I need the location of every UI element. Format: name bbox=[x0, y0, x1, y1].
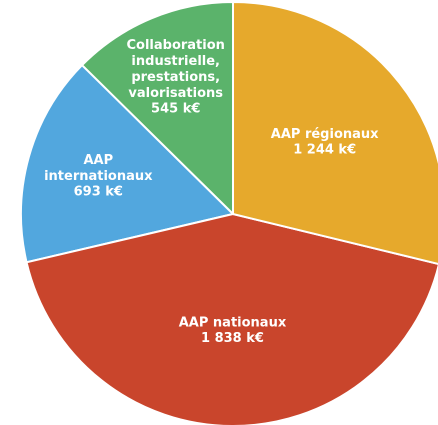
label-line: AAP régionaux bbox=[271, 126, 379, 141]
label-line: internationaux bbox=[44, 169, 153, 184]
slice-label: AAP régionaux bbox=[271, 126, 379, 141]
slice-label: Collaboration industrielle, prestations, va… bbox=[126, 38, 224, 101]
label-line: prestations, bbox=[131, 70, 220, 85]
value-label: 545 k€ bbox=[151, 102, 200, 117]
label-line: Collaboration bbox=[126, 38, 224, 53]
value-label: 1 244 k€ bbox=[293, 142, 356, 157]
label-line: AAP bbox=[83, 153, 113, 168]
pie-slice bbox=[232, 0, 438, 265]
value-label: 693 k€ bbox=[74, 185, 123, 200]
label-line: valorisations bbox=[128, 86, 223, 101]
value-label: 1 838 k€ bbox=[201, 331, 264, 346]
label-line: AAP nationaux bbox=[179, 315, 287, 330]
pie-slice bbox=[20, 63, 235, 264]
pie-slice bbox=[80, 0, 234, 217]
pie-slice bbox=[25, 212, 438, 425]
label-line: industrielle, bbox=[131, 54, 220, 69]
slice-label: AAP internationaux bbox=[44, 153, 153, 184]
slice-label: AAP nationaux bbox=[179, 315, 287, 330]
